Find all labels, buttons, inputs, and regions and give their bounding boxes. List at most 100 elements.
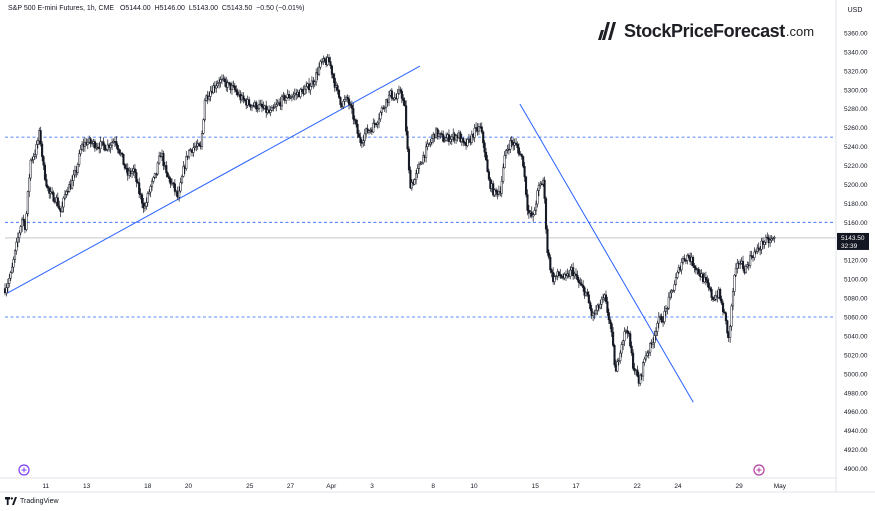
candle-body (673, 284, 676, 291)
symbol-title[interactable]: S&P 500 E-mini Futures, 1h, CME (8, 5, 115, 12)
candle-body (726, 320, 729, 334)
candle-body (5, 287, 8, 294)
candle-body (600, 298, 603, 305)
candle-body (517, 147, 520, 155)
candle-body (557, 271, 560, 275)
candle-body (18, 232, 21, 239)
x-tick-label: Apr (326, 483, 337, 490)
candle-body (642, 362, 645, 377)
candle-body (719, 288, 722, 300)
low-value: L5143.00 (188, 5, 219, 12)
candle-body (65, 191, 68, 195)
y-tick-label: 4980.00 (844, 390, 868, 397)
candle-body (547, 252, 550, 258)
tradingview-attribution[interactable]: TradingView (5, 497, 59, 505)
candle-body (76, 164, 79, 173)
candle-body (409, 169, 412, 189)
candle-body (173, 183, 176, 192)
candle-body (292, 94, 295, 97)
candle-body (352, 108, 355, 120)
axes: USD 4900.00 4920.00 4940.00 4960.00 4980.00 50… (0, 0, 875, 493)
candle-body (656, 322, 659, 332)
candle-body (329, 61, 332, 67)
x-tick-label: 11 (42, 483, 49, 490)
event-marker-glyph (21, 467, 27, 473)
candle-body (592, 312, 595, 317)
event-marker-left[interactable] (18, 464, 30, 476)
candle-body (212, 85, 215, 93)
candle-body (574, 273, 578, 276)
candle-body (309, 85, 312, 91)
candle-body (216, 83, 219, 86)
event-marker-glyph (756, 467, 762, 473)
candle-body (503, 155, 506, 168)
y-tick-label: 5080.00 (844, 296, 868, 303)
candle-body (771, 237, 775, 240)
candle-body (41, 143, 44, 157)
candle-body (52, 192, 55, 202)
candle-body (662, 321, 665, 323)
candle-body (13, 250, 17, 260)
candle-body (63, 194, 67, 199)
x-tick-label: 8 (431, 483, 435, 490)
candle-body (773, 237, 776, 239)
candle-body (617, 360, 620, 362)
candle-body (355, 120, 358, 125)
candle-body (242, 95, 245, 100)
candle-body (179, 182, 182, 192)
candle-body (143, 205, 146, 209)
candle-body (487, 171, 490, 180)
candle-body (6, 283, 9, 289)
candle-body (255, 102, 258, 110)
event-marker-right[interactable] (753, 464, 765, 476)
x-tick-label: 10 (470, 483, 478, 490)
candle-body (26, 191, 29, 214)
x-tick-label: May (774, 483, 787, 490)
candle-body (704, 277, 707, 280)
candle-body (543, 179, 546, 199)
candle-body (495, 189, 498, 192)
candle-body (209, 90, 212, 97)
candle-body (21, 218, 24, 227)
candle-body (516, 143, 519, 148)
candle-body (759, 249, 762, 251)
candle-body (619, 352, 622, 361)
candle-body (71, 180, 74, 189)
x-tick-label: 24 (674, 483, 682, 490)
candle-body (676, 272, 679, 278)
candle-body (616, 361, 619, 372)
candle-body (188, 150, 191, 158)
candle-body (522, 156, 525, 167)
candle-body (315, 72, 318, 83)
candle-body (760, 240, 763, 250)
candle-body (462, 138, 465, 143)
candle-body (672, 290, 675, 292)
candle-body (577, 279, 580, 283)
candle-body (729, 326, 732, 339)
candle-body (48, 187, 51, 194)
candle-body (61, 206, 64, 213)
candle-body (589, 302, 592, 309)
y-tick-label: 5360.00 (844, 30, 868, 37)
candle-body (510, 140, 513, 143)
last-price-value: 5143.50 (841, 235, 865, 242)
candle-body (15, 241, 18, 252)
candle-body (693, 265, 696, 269)
candle-body (130, 171, 134, 174)
logo-brand: StockPriceForecast (624, 20, 785, 41)
candle-body (116, 145, 119, 150)
candle-body (602, 297, 605, 300)
candle-body (357, 133, 361, 138)
candle-body (248, 99, 251, 106)
candle-body (442, 134, 445, 142)
candle-body (276, 102, 279, 105)
candle-body (142, 202, 145, 209)
candle-body (400, 90, 403, 99)
candle-body (731, 291, 735, 307)
candle-body (89, 138, 92, 144)
candle-body (430, 138, 433, 143)
candle-body (753, 251, 756, 258)
candle-body (121, 152, 124, 155)
